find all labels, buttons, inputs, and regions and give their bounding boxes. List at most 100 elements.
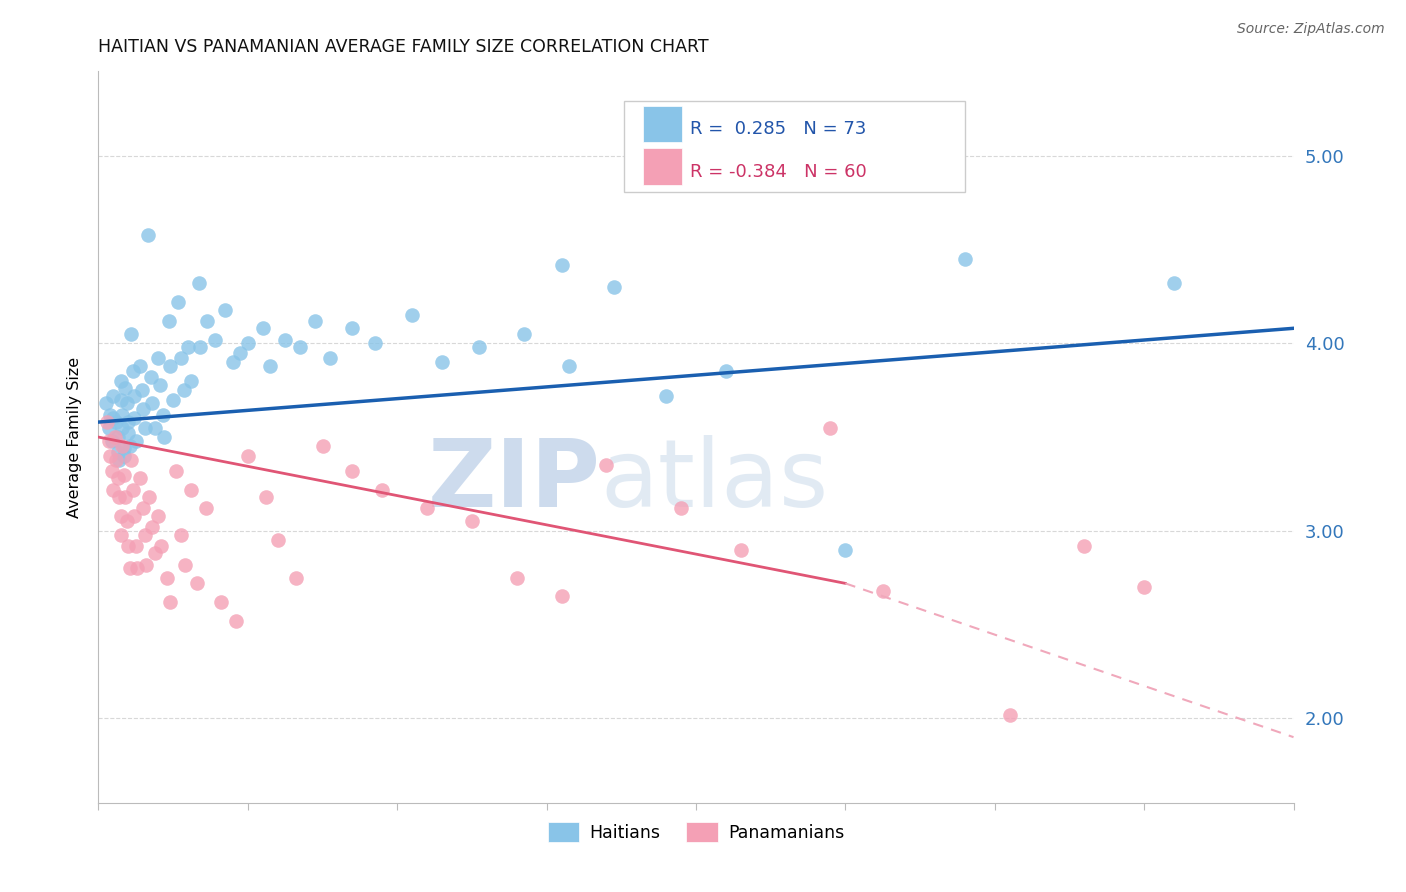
Point — [222, 355, 245, 369]
Point — [595, 458, 617, 473]
Point — [139, 370, 162, 384]
Point — [872, 583, 894, 598]
Point — [558, 359, 581, 373]
Point — [162, 392, 184, 407]
Point — [107, 445, 129, 459]
Point — [108, 452, 131, 467]
Point — [143, 420, 166, 434]
Point — [311, 440, 333, 454]
Text: Source: ZipAtlas.com: Source: ZipAtlas.com — [1237, 22, 1385, 37]
Point — [112, 467, 135, 482]
Point — [124, 411, 146, 425]
Point — [115, 515, 138, 529]
Point — [110, 374, 132, 388]
Point — [127, 561, 149, 575]
Point — [118, 440, 141, 454]
Point — [112, 442, 135, 456]
Point — [132, 501, 155, 516]
Point — [252, 321, 274, 335]
Point — [342, 464, 364, 478]
Point — [112, 449, 135, 463]
Point — [169, 527, 191, 541]
Point — [166, 295, 188, 310]
Point — [159, 595, 181, 609]
Point — [131, 383, 153, 397]
Point — [430, 355, 453, 369]
Point — [117, 539, 139, 553]
Point — [110, 527, 132, 541]
Point — [274, 333, 297, 347]
Point — [173, 383, 195, 397]
Point — [180, 483, 202, 497]
Point — [364, 336, 387, 351]
Point — [111, 440, 134, 454]
Point — [1133, 580, 1156, 594]
Point — [125, 434, 148, 448]
Point — [165, 464, 187, 478]
Point — [101, 464, 124, 478]
Point — [97, 434, 120, 448]
Point — [254, 490, 277, 504]
Point — [98, 449, 122, 463]
Point — [97, 420, 120, 434]
Point — [550, 258, 572, 272]
Point — [107, 430, 129, 444]
Point — [714, 364, 737, 378]
Point — [138, 490, 160, 504]
Point — [169, 351, 191, 366]
Point — [209, 595, 232, 609]
Point — [111, 420, 134, 434]
Point — [118, 561, 141, 575]
Point — [143, 546, 166, 560]
Text: atlas: atlas — [600, 435, 828, 527]
Point — [135, 558, 157, 572]
Text: R = -0.384   N = 60: R = -0.384 N = 60 — [690, 163, 866, 181]
Point — [156, 571, 179, 585]
Point — [104, 430, 127, 444]
Point — [174, 558, 197, 572]
Point — [114, 490, 136, 504]
Point — [603, 280, 626, 294]
Point — [180, 374, 202, 388]
Point — [195, 501, 218, 516]
Point — [114, 381, 136, 395]
Point — [188, 340, 211, 354]
Point — [150, 539, 173, 553]
Point — [655, 389, 678, 403]
Point — [103, 389, 125, 403]
Point — [550, 590, 572, 604]
Point — [820, 420, 842, 434]
Point — [998, 707, 1021, 722]
Point — [120, 326, 142, 341]
Point — [134, 420, 156, 434]
Point — [136, 227, 159, 242]
Point — [267, 533, 290, 548]
Point — [319, 351, 342, 366]
Point — [953, 252, 976, 266]
Point — [110, 392, 132, 407]
Point — [177, 340, 200, 354]
Point — [416, 501, 439, 516]
Point — [513, 326, 536, 341]
Point — [461, 515, 484, 529]
Y-axis label: Average Family Size: Average Family Size — [66, 357, 82, 517]
Legend: Haitians, Panamanians: Haitians, Panamanians — [541, 815, 851, 849]
Point — [125, 539, 148, 553]
Point — [284, 571, 307, 585]
Point — [98, 408, 122, 422]
Point — [204, 333, 226, 347]
FancyBboxPatch shape — [644, 105, 682, 142]
Point — [117, 415, 139, 429]
Text: ZIP: ZIP — [427, 435, 600, 527]
Point — [105, 452, 128, 467]
Point — [153, 430, 176, 444]
Point — [288, 340, 311, 354]
Point — [225, 614, 247, 628]
Point — [124, 389, 146, 403]
Point — [236, 336, 259, 351]
Text: HAITIAN VS PANAMANIAN AVERAGE FAMILY SIZE CORRELATION CHART: HAITIAN VS PANAMANIAN AVERAGE FAMILY SIZ… — [98, 38, 709, 56]
Point — [141, 520, 163, 534]
Point — [129, 359, 152, 373]
Point — [124, 508, 146, 523]
Point — [103, 483, 125, 497]
